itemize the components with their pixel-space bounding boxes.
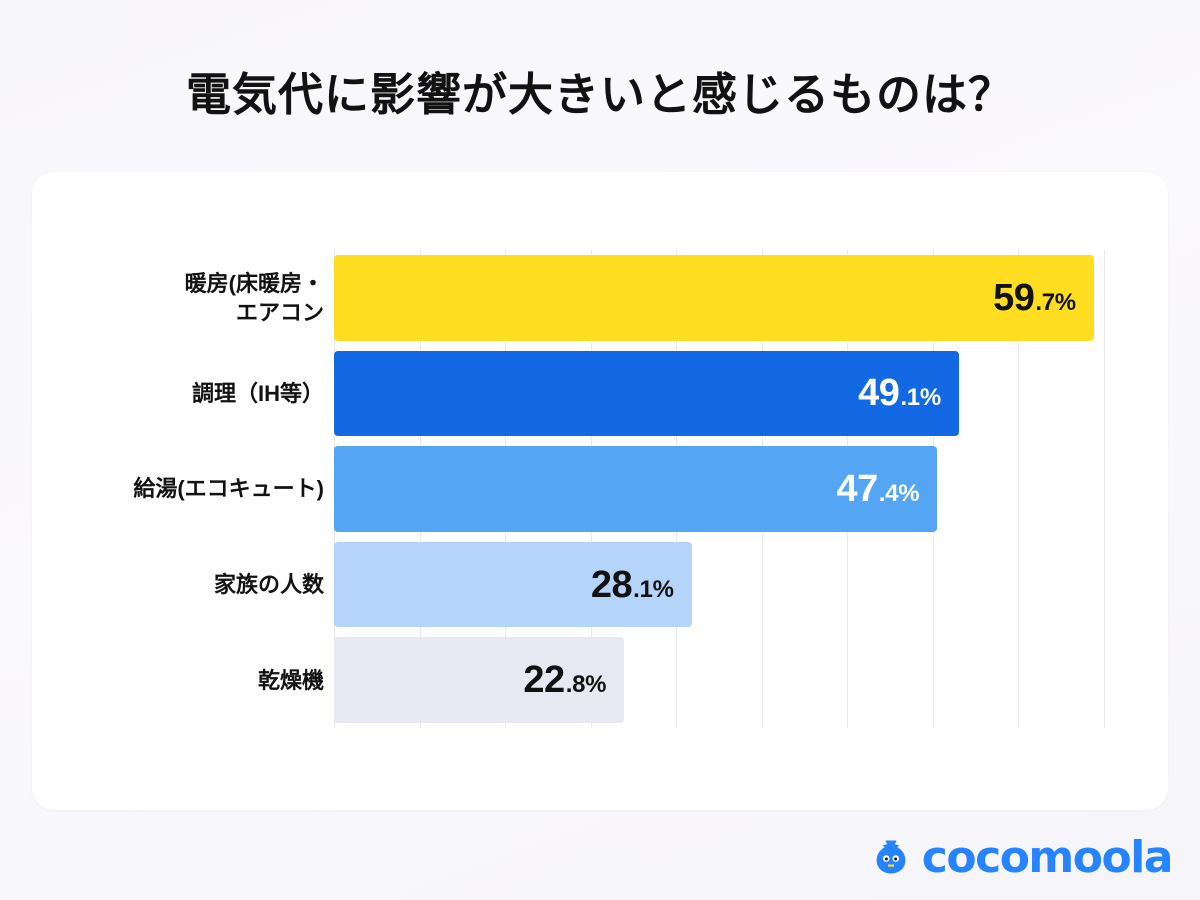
bar-row: 22 .8%	[334, 632, 1104, 728]
category-label: 暖房(床暖房・ エアコン	[184, 270, 324, 325]
bar-value-label: 22 .8%	[523, 661, 606, 699]
category-label: 調理（IH等）	[191, 380, 324, 406]
bar-value-frac: .7%	[1035, 288, 1076, 316]
bar-value-int: 49	[858, 372, 900, 415]
bar-value-frac: .8%	[565, 671, 607, 699]
plot-area: 59 .7% 49 .1% 47 .4%	[334, 250, 1105, 728]
brand-logo: cocomoola	[870, 832, 1174, 884]
chart-card: 暖房(床暖房・ エアコン 調理（IH等） 給湯(エコキュート) 家族の人数 乾燥…	[32, 172, 1168, 810]
bar-value-label: 59 .7%	[993, 279, 1076, 317]
bar[interactable]: 49 .1%	[334, 350, 959, 437]
bar-row: 59 .7%	[334, 250, 1104, 346]
brand-logo-text: cocomoola	[921, 832, 1174, 883]
bar-rows: 59 .7% 49 .1% 47 .4%	[334, 250, 1104, 728]
category-label: 給湯(エコキュート)	[133, 476, 324, 502]
bar-value-int: 28	[590, 563, 633, 606]
bar-value-frac: .4%	[878, 479, 920, 507]
bar-value-int: 47	[836, 467, 879, 510]
bar[interactable]: 22 .8%	[334, 637, 625, 723]
category-label-column: 暖房(床暖房・ エアコン 調理（IH等） 給湯(エコキュート) 家族の人数 乾燥…	[62, 250, 324, 728]
bar-value-int: 59	[993, 276, 1035, 319]
category-label: 家族の人数	[213, 572, 324, 598]
bar-row: 49 .1%	[334, 346, 1104, 442]
bar-value-frac: .1%	[633, 575, 674, 603]
money-bag-character-icon	[870, 837, 912, 879]
bar-row: 28 .1%	[334, 537, 1104, 633]
bar-value-frac: .1%	[900, 384, 941, 412]
bar-value-label: 47 .4%	[837, 470, 920, 508]
bar-value-int: 22	[523, 659, 565, 702]
bar[interactable]: 28 .1%	[334, 541, 692, 628]
bar-value-label: 28 .1%	[591, 566, 674, 604]
bar-value-label: 49 .1%	[858, 374, 941, 412]
page-title: 電気代に影響が大きいと感じるものは？	[185, 69, 1014, 120]
bar[interactable]: 47 .4%	[334, 446, 938, 532]
bar[interactable]: 59 .7%	[334, 255, 1094, 341]
category-label: 乾燥機	[257, 667, 324, 693]
bar-row: 47 .4%	[334, 441, 1104, 537]
